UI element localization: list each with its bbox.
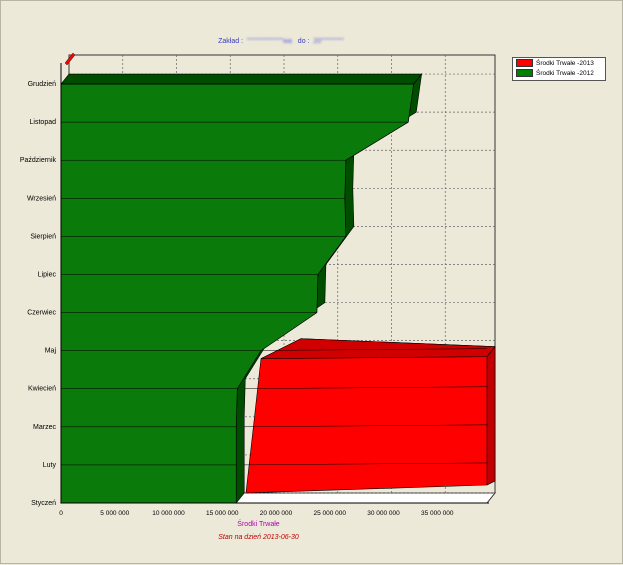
y-tick-label: Sierpień bbox=[30, 233, 56, 240]
y-tick-label: Kwiecień bbox=[28, 386, 56, 393]
y-tick-label: Listopad bbox=[30, 119, 57, 126]
chart-legend: Środki Trwałe -2013 Środki Trwałe -2012 bbox=[512, 57, 606, 81]
y-tick-label: Czerwiec bbox=[27, 310, 56, 317]
x-tick-label: 10 000 000 bbox=[152, 510, 185, 517]
legend-label-2012: Środki Trwałe -2012 bbox=[536, 69, 594, 77]
subtitle-prefix: Zakład : bbox=[218, 38, 244, 45]
x-tick-label: 30 000 000 bbox=[367, 510, 400, 517]
x-tick-label: 35 000 000 bbox=[421, 510, 454, 517]
subtitle-redacted: '''''''''''''''''''''''''''wa bbox=[244, 38, 296, 45]
legend-item-2012: Środki Trwałe -2012 bbox=[513, 68, 605, 78]
y-tick-label: Październik bbox=[20, 157, 57, 164]
x-tick-label: 25 000 000 bbox=[313, 510, 346, 517]
series-2013-band bbox=[238, 348, 488, 351]
subtitle-mid: do : bbox=[297, 38, 310, 45]
x-tick-label: 5 000 000 bbox=[100, 510, 129, 517]
series-2013-side bbox=[486, 345, 496, 486]
x-axis-title: Środki Trwałe bbox=[237, 521, 280, 528]
y-tick-label: Maj bbox=[45, 348, 57, 355]
series-2013-band bbox=[241, 386, 488, 389]
legend-swatch-2013 bbox=[516, 59, 533, 67]
series-2013-front bbox=[245, 338, 496, 494]
series-2013-band bbox=[242, 424, 488, 428]
legend-swatch-2012 bbox=[516, 69, 533, 77]
date-note: Stan na dzień 2013-06-30 bbox=[218, 534, 299, 541]
series-2013-marker bbox=[64, 52, 76, 66]
chart-subtitle: Zakład : '''''''''''''''''''''''''''wa d… bbox=[1, 38, 561, 45]
y-tick-label: Lipiec bbox=[38, 271, 57, 278]
subtitle-redacted-date: 20''''''''''''''''' bbox=[311, 38, 344, 45]
y-tick-label: Wrzesień bbox=[27, 195, 56, 202]
y-tick-label: Styczeń bbox=[31, 500, 56, 507]
x-tick-label: 0 bbox=[59, 510, 63, 517]
legend-item-2013: Środki Trwałe -2013 bbox=[513, 58, 605, 68]
y-tick-label: Grudzień bbox=[28, 81, 57, 88]
series-2012-top bbox=[60, 73, 423, 85]
series-2013-band bbox=[241, 462, 488, 466]
x-tick-label: 15 000 000 bbox=[206, 510, 239, 517]
x-tick-label: 20 000 000 bbox=[260, 510, 293, 517]
y-tick-label: Marzec bbox=[33, 424, 56, 431]
y-tick-label: Luty bbox=[43, 462, 57, 469]
legend-label-2013: Środki Trwałe -2013 bbox=[536, 59, 594, 67]
